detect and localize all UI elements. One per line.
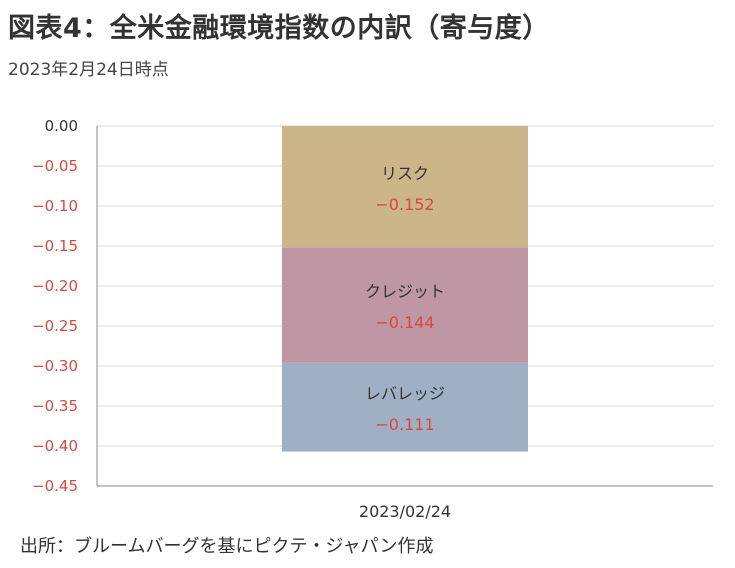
bar-segments: [282, 126, 528, 452]
segment-name-label: リスク: [381, 164, 429, 183]
page-subtitle: 2023年2月24日時点: [8, 60, 169, 80]
segment-name-label: レバレッジ: [365, 384, 445, 403]
y-tick-label: −0.40: [32, 437, 78, 455]
axes: [96, 126, 713, 487]
bar-segment-2: [282, 247, 528, 363]
y-tick-label: −0.05: [32, 157, 78, 175]
segment-labels: リスク −0.152 クレジット −0.144 レバレッジ −0.111: [365, 164, 445, 434]
stacked-bar-chart: 0.00 −0.05 −0.10 −0.15 −0.20 −0.25 −0.30 −0.35 −…: [32, 117, 713, 521]
segment-value-label: −0.152: [375, 195, 434, 214]
page-title: 図表4：全米金融環境指数の内訳（寄与度）: [8, 13, 550, 44]
y-tick-label: −0.35: [32, 397, 78, 415]
y-tick-label: −0.45: [32, 477, 78, 495]
segment-value-label: −0.111: [375, 415, 434, 434]
segment-name-label: クレジット: [365, 282, 445, 301]
segment-value-label: −0.144: [375, 313, 434, 332]
y-tick-label: −0.15: [32, 237, 78, 255]
y-tick-label: −0.10: [32, 197, 78, 215]
x-axis-ticks: 2023/02/24: [359, 502, 451, 521]
bar-segment-3: [282, 362, 528, 452]
y-tick-label: −0.20: [32, 277, 78, 295]
x-tick-label: 2023/02/24: [359, 502, 451, 521]
source-note: 出所：ブルームバーグを基にピクテ・ジャパン作成: [20, 536, 434, 557]
y-tick-label: −0.25: [32, 317, 78, 335]
y-tick-label: 0.00: [45, 117, 78, 135]
y-axis-ticks: 0.00 −0.05 −0.10 −0.15 −0.20 −0.25 −0.30 −0.35 −…: [32, 117, 78, 495]
bar-segment-1: [282, 126, 528, 248]
y-tick-label: −0.30: [32, 357, 78, 375]
